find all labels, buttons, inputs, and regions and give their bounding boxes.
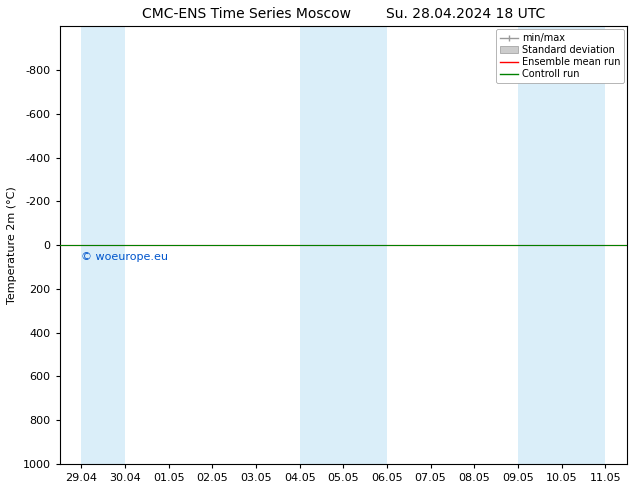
Y-axis label: Temperature 2m (°C): Temperature 2m (°C) <box>7 186 17 304</box>
Bar <box>518 26 605 464</box>
Text: © woeurope.eu: © woeurope.eu <box>81 252 169 262</box>
Bar <box>81 26 125 464</box>
Legend: min/max, Standard deviation, Ensemble mean run, Controll run: min/max, Standard deviation, Ensemble me… <box>496 29 624 83</box>
Title: CMC-ENS Time Series Moscow        Su. 28.04.2024 18 UTC: CMC-ENS Time Series Moscow Su. 28.04.202… <box>141 7 545 21</box>
Bar <box>300 26 387 464</box>
